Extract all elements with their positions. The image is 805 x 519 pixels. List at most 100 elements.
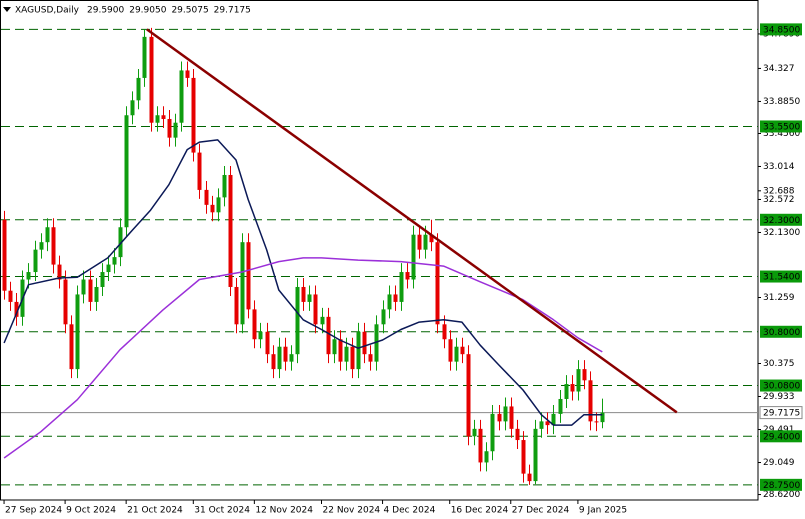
candle-body — [222, 174, 227, 198]
candle-body — [448, 339, 453, 362]
candle-body — [362, 331, 367, 355]
candle-body — [545, 421, 550, 426]
y-tick-label: 32.688 — [763, 186, 795, 196]
candle-body — [356, 331, 361, 370]
menu-arrow — [3, 7, 11, 12]
candle-body — [155, 115, 160, 123]
candle-body — [435, 242, 440, 325]
candle-body — [33, 249, 38, 273]
candle-body — [130, 100, 135, 116]
candle-body — [149, 36, 154, 123]
level-label-box — [760, 270, 802, 283]
x-tick-label: 12 Nov 2024 — [255, 506, 313, 516]
candle-body — [313, 294, 318, 325]
x-tick-label: 9 Jan 2025 — [579, 506, 627, 516]
candle-body — [326, 316, 331, 355]
candle-body — [454, 346, 459, 362]
candle-body — [45, 227, 50, 243]
level-label-box — [760, 379, 802, 392]
x-tick-label: 9 Oct 2024 — [66, 506, 116, 516]
header-value: 29.9050 — [129, 6, 166, 16]
y-tick-label: 33.8850 — [763, 97, 800, 107]
candle-body — [210, 204, 215, 213]
candle-body — [161, 115, 166, 119]
candle-body — [460, 346, 465, 355]
y-tick-label: 32.572 — [763, 195, 795, 205]
candle-body — [320, 316, 325, 325]
candle-body — [551, 413, 556, 426]
candle-body — [393, 294, 398, 302]
x-tick-label: 16 Dec 2024 — [451, 506, 509, 516]
y-tick-label: 33.014 — [763, 162, 795, 172]
last-price-label: 29.7175 — [763, 409, 800, 419]
candle-body — [429, 234, 434, 243]
candle-body — [582, 369, 587, 381]
candle-body — [338, 339, 343, 362]
overlay-line — [146, 28, 678, 414]
candle-body — [271, 354, 276, 370]
level-label: 30.0800 — [763, 382, 800, 392]
level-label-box — [760, 478, 802, 491]
candle-body — [75, 294, 80, 370]
candle-body — [350, 346, 355, 370]
last-price-box — [759, 406, 803, 420]
candle-body — [558, 398, 563, 414]
y-tick-label: 28.6200 — [763, 490, 800, 500]
candle-body — [118, 227, 123, 258]
candle-body — [51, 227, 56, 265]
candle-body — [63, 279, 68, 325]
candle-body — [564, 384, 569, 399]
candle-body — [191, 77, 196, 153]
overlay-line — [3, 257, 603, 459]
plot-frame — [0, 0, 759, 501]
candle-body — [26, 272, 31, 280]
candle-body — [240, 242, 245, 325]
x-tick-label: 21 Oct 2024 — [127, 506, 183, 516]
candle-body — [570, 384, 575, 392]
level-label-box — [760, 325, 802, 338]
candle-body — [411, 234, 416, 280]
candle-body — [515, 428, 520, 441]
candle-body — [81, 279, 86, 295]
candle-body — [539, 421, 544, 429]
y-tick-label: 32.1300 — [763, 228, 800, 238]
candle-body — [417, 234, 422, 250]
candle-body — [399, 272, 404, 302]
candle-body — [472, 428, 477, 437]
candle-body — [332, 339, 337, 355]
candle-body — [142, 36, 147, 78]
candle-body — [368, 354, 373, 362]
y-tick-label: 29.049 — [763, 458, 795, 468]
y-tick-label: 34.327 — [763, 64, 795, 74]
candle-body — [216, 197, 221, 213]
candle-body — [277, 346, 282, 370]
candle-body — [252, 309, 257, 340]
candle-body — [100, 272, 105, 287]
x-tick-label: 27 Sep 2024 — [5, 506, 62, 516]
candle-body — [600, 412, 605, 423]
level-label: 28.7500 — [763, 481, 800, 491]
level-label-box — [760, 430, 802, 443]
candle-body — [14, 301, 19, 317]
level-label: 33.5500 — [763, 122, 800, 132]
candle-body — [521, 440, 526, 474]
candle-body — [576, 369, 581, 392]
symbol: XAGUSD,Daily — [15, 6, 80, 16]
candle-body — [228, 174, 233, 287]
level-label-box — [760, 213, 802, 226]
level-label: 29.4000 — [763, 432, 800, 442]
candle-body — [594, 421, 599, 423]
overlay-line — [3, 139, 603, 426]
x-tick-label: 27 Dec 2024 — [512, 506, 570, 516]
y-tick-label: 31.259 — [763, 293, 795, 303]
candle-body — [106, 264, 111, 273]
candle-body — [2, 219, 7, 291]
candle-body — [442, 324, 447, 340]
candle-body — [344, 346, 349, 362]
level-label: 32.3000 — [763, 216, 800, 226]
candle-body — [88, 279, 93, 302]
y-tick-label: 33.4560 — [763, 129, 800, 139]
candle-body — [124, 115, 129, 228]
candle-body — [374, 324, 379, 362]
